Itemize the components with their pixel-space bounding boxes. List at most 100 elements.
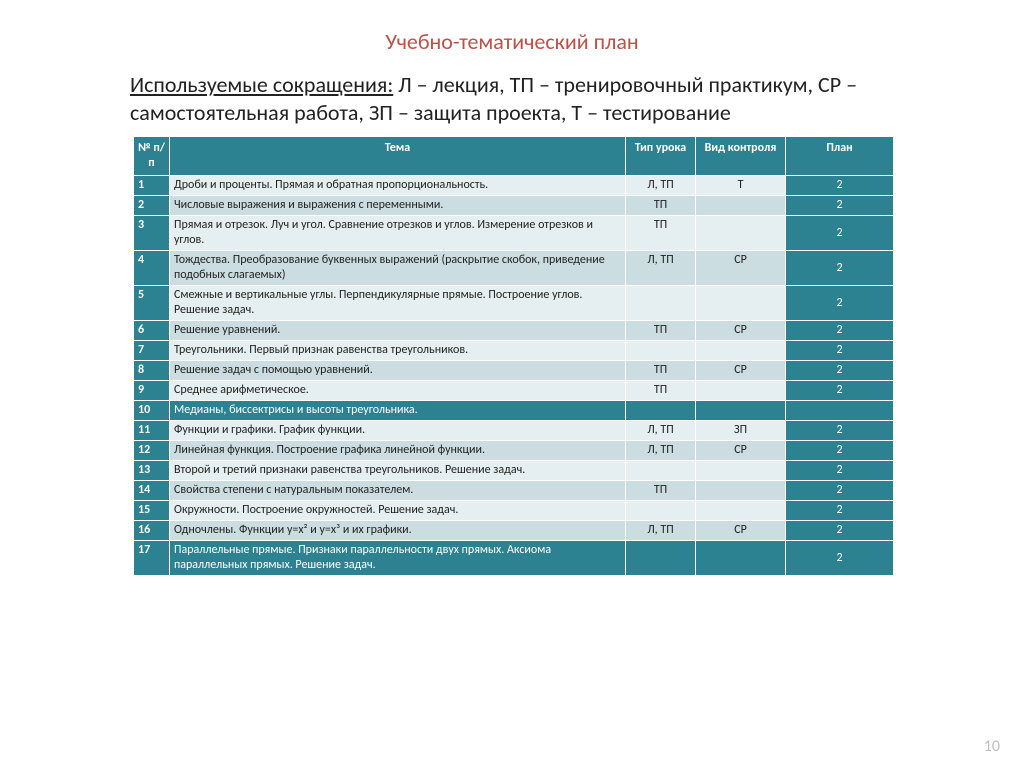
cell-num: 12 (134, 441, 170, 461)
cell-plan: 2 (786, 286, 894, 321)
cell-type: ТП (626, 481, 696, 501)
cell-plan: 2 (786, 421, 894, 441)
cell-ctrl: СР (696, 521, 786, 541)
cell-num: 17 (134, 541, 170, 576)
cell-topic: Тождества. Преобразование буквенных выра… (170, 251, 626, 286)
abbrev-legend: Используемые сокращения: Л – лекция, ТП … (0, 71, 1024, 136)
table-row: 12Линейная функция. Построение графика л… (134, 441, 894, 461)
table-row: 13Второй и третий признаки равенства тре… (134, 461, 894, 481)
cell-topic: Смежные и вертикальные углы. Перпендикул… (170, 286, 626, 321)
cell-num: 14 (134, 481, 170, 501)
table-row: 4Тождества. Преобразование буквенных выр… (134, 251, 894, 286)
cell-ctrl (696, 341, 786, 361)
cell-type (626, 501, 696, 521)
cell-num: 15 (134, 501, 170, 521)
cell-num: 1 (134, 176, 170, 196)
table-row: 7Треугольники. Первый признак равенства … (134, 341, 894, 361)
cell-type: Л, ТП (626, 441, 696, 461)
cell-topic: Параллельные прямые. Признаки параллельн… (170, 541, 626, 576)
table-row: 1Дроби и проценты. Прямая и обратная про… (134, 176, 894, 196)
thematic-plan-table: № п/п Тема Тип урока Вид контроля План 1… (133, 136, 894, 576)
table-row: 3Прямая и отрезок. Луч и угол. Сравнение… (134, 216, 894, 251)
cell-topic: Функции и графики. График функции. (170, 421, 626, 441)
table-row: 14Свойства степени с натуральным показат… (134, 481, 894, 501)
table-row: 6Решение уравнений.ТПСР2 (134, 321, 894, 341)
cell-topic: Среднее арифметическое. (170, 381, 626, 401)
cell-type: Л, ТП (626, 521, 696, 541)
cell-ctrl (696, 481, 786, 501)
cell-ctrl (696, 401, 786, 421)
cell-num: 2 (134, 196, 170, 216)
col-header-type: Тип урока (626, 137, 696, 176)
cell-plan (786, 401, 894, 421)
cell-ctrl: ЗП (696, 421, 786, 441)
cell-num: 13 (134, 461, 170, 481)
cell-ctrl (696, 216, 786, 251)
table-row: 5Смежные и вертикальные углы. Перпендику… (134, 286, 894, 321)
cell-type (626, 341, 696, 361)
cell-plan: 2 (786, 441, 894, 461)
cell-plan: 2 (786, 341, 894, 361)
cell-ctrl: СР (696, 361, 786, 381)
cell-type (626, 401, 696, 421)
cell-ctrl (696, 196, 786, 216)
cell-ctrl: СР (696, 251, 786, 286)
cell-plan: 2 (786, 216, 894, 251)
cell-num: 3 (134, 216, 170, 251)
cell-topic: Свойства степени с натуральным показател… (170, 481, 626, 501)
col-header-num: № п/п (134, 137, 170, 176)
table-row: 16Одночлены. Функции y=x² и y=x³ и их гр… (134, 521, 894, 541)
col-header-plan: План (786, 137, 894, 176)
cell-topic: Медианы, биссектрисы и высоты треугольни… (170, 401, 626, 421)
cell-num: 11 (134, 421, 170, 441)
cell-topic: Решение уравнений. (170, 321, 626, 341)
cell-num: 6 (134, 321, 170, 341)
cell-plan: 2 (786, 461, 894, 481)
cell-type: ТП (626, 361, 696, 381)
page-number: 10 (984, 737, 1000, 756)
cell-topic: Второй и третий признаки равенства треуг… (170, 461, 626, 481)
table-row: 15Окружности. Построение окружностей. Ре… (134, 501, 894, 521)
cell-topic: Решение задач с помощью уравнений. (170, 361, 626, 381)
cell-num: 7 (134, 341, 170, 361)
table-row: 11Функции и графики. График функции.Л, Т… (134, 421, 894, 441)
cell-ctrl (696, 381, 786, 401)
cell-num: 9 (134, 381, 170, 401)
page-title: Учебно-тематический план (0, 0, 1024, 71)
cell-type: ТП (626, 196, 696, 216)
cell-ctrl: СР (696, 321, 786, 341)
cell-plan: 2 (786, 361, 894, 381)
cell-type (626, 286, 696, 321)
cell-ctrl (696, 461, 786, 481)
cell-ctrl (696, 286, 786, 321)
cell-topic: Одночлены. Функции y=x² и y=x³ и их граф… (170, 521, 626, 541)
cell-type (626, 461, 696, 481)
cell-plan: 2 (786, 196, 894, 216)
cell-num: 5 (134, 286, 170, 321)
cell-plan: 2 (786, 321, 894, 341)
cell-num: 8 (134, 361, 170, 381)
cell-num: 10 (134, 401, 170, 421)
cell-plan: 2 (786, 521, 894, 541)
table-row: 8Решение задач с помощью уравнений.ТПСР2 (134, 361, 894, 381)
cell-ctrl: Т (696, 176, 786, 196)
cell-plan: 2 (786, 541, 894, 576)
cell-num: 4 (134, 251, 170, 286)
cell-plan: 2 (786, 381, 894, 401)
cell-topic: Числовые выражения и выражения с перемен… (170, 196, 626, 216)
cell-plan: 2 (786, 176, 894, 196)
cell-type: Л, ТП (626, 251, 696, 286)
cell-type: Л, ТП (626, 176, 696, 196)
table-header-row: № п/п Тема Тип урока Вид контроля План (134, 137, 894, 176)
col-header-ctrl: Вид контроля (696, 137, 786, 176)
col-header-topic: Тема (170, 137, 626, 176)
cell-topic: Окружности. Построение окружностей. Реше… (170, 501, 626, 521)
cell-num: 16 (134, 521, 170, 541)
cell-plan: 2 (786, 481, 894, 501)
table-row: 17Параллельные прямые. Признаки параллел… (134, 541, 894, 576)
cell-type: Л, ТП (626, 421, 696, 441)
table-row: 10Медианы, биссектрисы и высоты треуголь… (134, 401, 894, 421)
cell-topic: Прямая и отрезок. Луч и угол. Сравнение … (170, 216, 626, 251)
cell-ctrl: СР (696, 441, 786, 461)
table-row: 2Числовые выражения и выражения с переме… (134, 196, 894, 216)
